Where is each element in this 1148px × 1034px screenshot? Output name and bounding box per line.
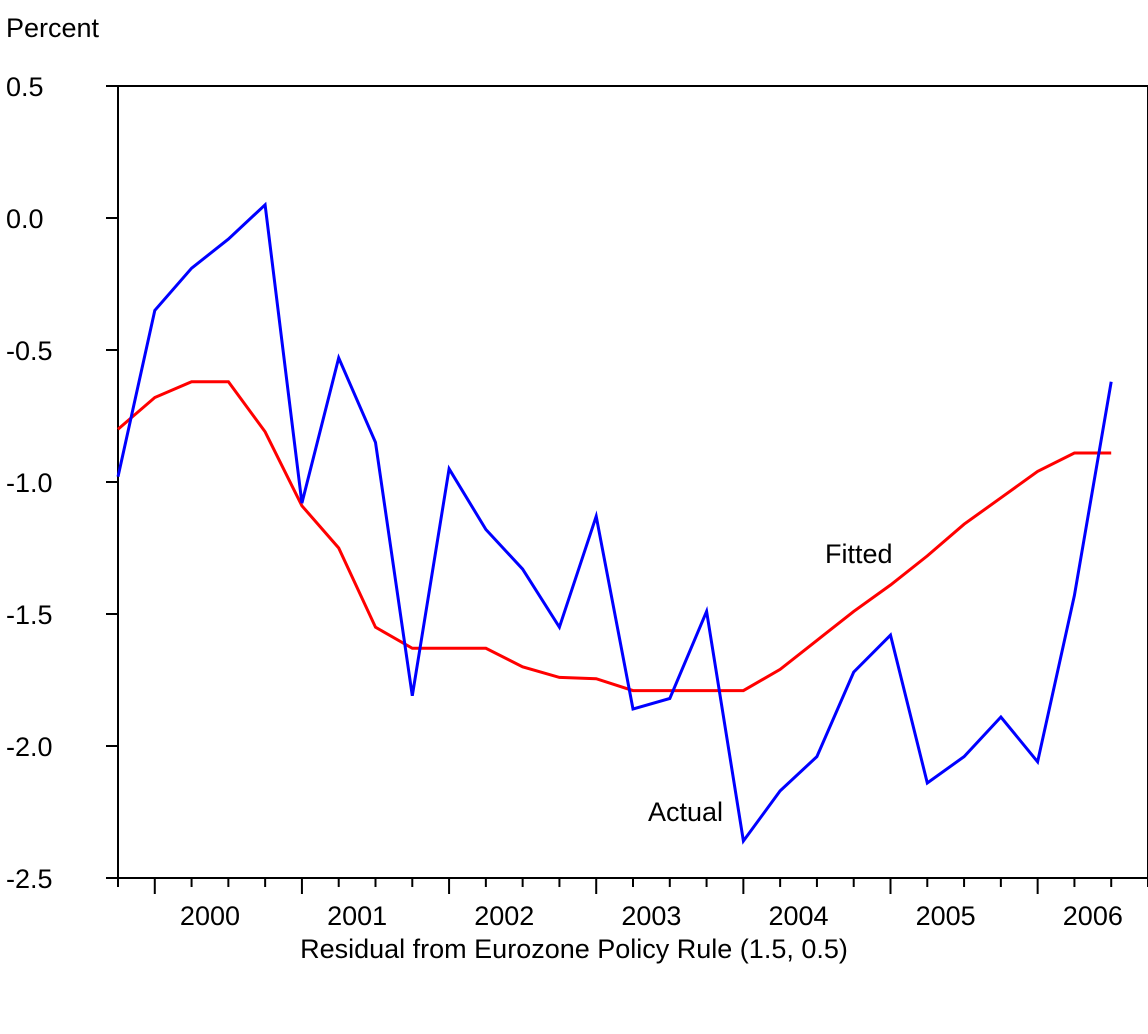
x-tick-label: 2001 — [327, 901, 387, 931]
y-tick-label: -1.0 — [6, 468, 53, 498]
x-tick-label: 2000 — [180, 901, 240, 931]
series-line-actual — [116, 201, 1113, 845]
x-tick-label: 2002 — [474, 901, 534, 931]
x-tick-label: 2003 — [621, 901, 681, 931]
y-tick-label: -2.0 — [6, 732, 53, 762]
y-tick-label: -2.5 — [6, 864, 53, 894]
y-tick-label: 0.5 — [6, 72, 44, 102]
y-axis-title: Percent — [6, 13, 100, 43]
y-tick-label: -1.5 — [6, 600, 53, 630]
x-tick-label: 2006 — [1063, 901, 1123, 931]
chart-caption: Residual from Eurozone Policy Rule (1.5,… — [300, 934, 848, 964]
fitted-series-label: Fitted — [825, 539, 893, 569]
actual-series-label: Actual — [648, 797, 723, 827]
x-tick-label: 2004 — [768, 901, 828, 931]
series-line-fitted — [117, 380, 1112, 693]
x-tick-label: 2005 — [916, 901, 976, 931]
y-tick-label: 0.0 — [6, 204, 44, 234]
y-tick-label: -0.5 — [6, 336, 53, 366]
plot-frame — [117, 85, 1148, 879]
